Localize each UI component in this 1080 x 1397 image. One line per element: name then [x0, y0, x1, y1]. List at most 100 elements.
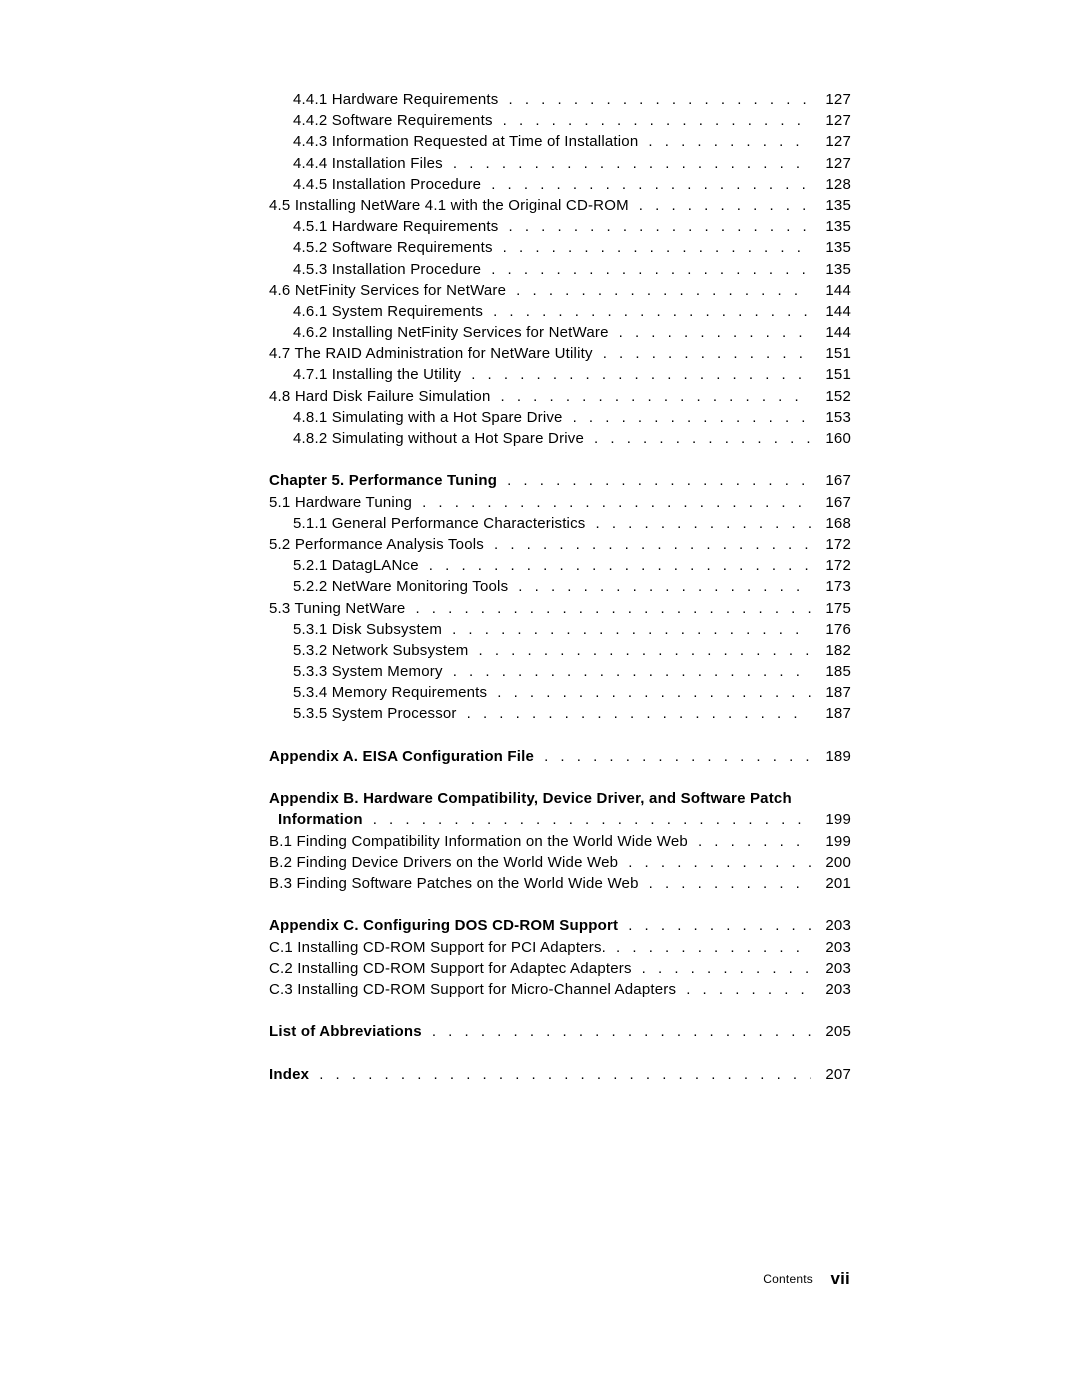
toc-label: List of Abbreviations	[269, 1024, 422, 1039]
toc-page-number: 144	[817, 304, 851, 319]
toc-line: C.3 Installing CD-ROM Support for Micro-…	[269, 982, 851, 1003]
footer-page-number: vii	[830, 1269, 850, 1288]
toc-line: 4.6 NetFinity Services for NetWare144	[269, 283, 851, 304]
toc-page-number: 205	[817, 1024, 851, 1039]
toc-line: 5.3.2 Network Subsystem 182	[269, 643, 851, 664]
footer-label: Contents	[763, 1272, 813, 1286]
toc-dot-leader	[503, 113, 811, 128]
toc-line: 4.5.2 Software Requirements135	[269, 240, 851, 261]
toc-page-number: 144	[817, 325, 851, 340]
toc-dot-leader	[479, 643, 811, 658]
toc-blank-line	[269, 452, 851, 473]
toc-page-number: 167	[817, 495, 851, 510]
toc-page-number: 200	[817, 855, 851, 870]
toc-label: 4.8.1 Simulating with a Hot Spare Drive	[269, 410, 563, 425]
toc-page-number: 152	[817, 389, 851, 404]
toc-label: Appendix B. Hardware Compatibility, Devi…	[269, 791, 792, 806]
toc-line: Appendix A. EISA Configuration File 189	[269, 749, 851, 770]
toc-label: 5.3.1 Disk Subsystem	[269, 622, 442, 637]
toc-page-number: 151	[817, 346, 851, 361]
toc-page-number: 182	[817, 643, 851, 658]
toc-label: Chapter 5. Performance Tuning	[269, 473, 497, 488]
toc-page-number: 127	[817, 113, 851, 128]
toc-line: 4.4.3 Information Requested at Time of I…	[269, 134, 851, 155]
toc-dot-leader	[509, 219, 812, 234]
toc-page-number: 203	[817, 961, 851, 976]
toc-page-number: 175	[817, 601, 851, 616]
toc-line: 4.7.1 Installing the Utility 151	[269, 367, 851, 388]
toc-line: 5.3 Tuning NetWare175	[269, 601, 851, 622]
toc-dot-leader	[639, 198, 811, 213]
toc-page-number: 203	[817, 918, 851, 933]
toc-label: 5.1 Hardware Tuning	[269, 495, 412, 510]
toc-dot-leader	[491, 177, 811, 192]
toc-page-number: 187	[817, 685, 851, 700]
toc-page-number: 135	[817, 262, 851, 277]
toc-page-number: 151	[817, 367, 851, 382]
toc-dot-leader	[453, 156, 811, 171]
toc-dot-leader	[491, 262, 811, 277]
toc-page-number: 168	[817, 516, 851, 531]
toc-dot-leader	[594, 431, 811, 446]
toc-page-number: 176	[817, 622, 851, 637]
toc-label: 4.4.3 Information Requested at Time of I…	[269, 134, 638, 149]
toc-label: C.1 Installing CD-ROM Support for PCI Ad…	[269, 940, 606, 955]
toc-line: B.1 Finding Compatibility Information on…	[269, 834, 851, 855]
toc-line: Appendix C. Configuring DOS CD-ROM Suppo…	[269, 918, 851, 939]
toc-dot-leader	[616, 940, 811, 955]
toc-label: 4.4.1 Hardware Requirements	[269, 92, 499, 107]
toc-blank-line	[269, 728, 851, 749]
toc-line: 4.6.1 System Requirements144	[269, 304, 851, 325]
toc-line: 4.8 Hard Disk Failure Simulation 152	[269, 389, 851, 410]
toc-label: 4.5 Installing NetWare 4.1 with the Orig…	[269, 198, 629, 213]
toc-blank-line	[269, 1045, 851, 1066]
toc-label: 4.7.1 Installing the Utility	[269, 367, 461, 382]
toc-dot-leader	[494, 537, 811, 552]
toc-blank-line	[269, 770, 851, 791]
toc-page-number: 201	[817, 876, 851, 891]
toc-page-number: 144	[817, 283, 851, 298]
toc-label: 5.1.1 General Performance Characteristic…	[269, 516, 586, 531]
toc-line: Information199	[269, 812, 851, 833]
toc-line: 5.2.1 DatagLANce172	[269, 558, 851, 579]
toc-dot-leader	[648, 134, 811, 149]
toc-line: 4.5.1 Hardware Requirements135	[269, 219, 851, 240]
toc-label: 4.8 Hard Disk Failure Simulation	[269, 389, 490, 404]
toc-line: 4.8.2 Simulating without a Hot Spare Dri…	[269, 431, 851, 452]
toc-dot-leader	[497, 685, 811, 700]
toc-line: 5.1 Hardware Tuning 167	[269, 495, 851, 516]
toc-dot-leader	[319, 1067, 811, 1082]
toc-label: 4.6.2 Installing NetFinity Services for …	[269, 325, 609, 340]
toc-line: C.1 Installing CD-ROM Support for PCI Ad…	[269, 940, 851, 961]
toc-page-number: 207	[817, 1067, 851, 1082]
toc-page-number: 189	[817, 749, 851, 764]
toc-line: 4.5 Installing NetWare 4.1 with the Orig…	[269, 198, 851, 219]
toc-label: C.2 Installing CD-ROM Support for Adapte…	[269, 961, 632, 976]
toc-dot-leader	[649, 876, 811, 891]
toc-page-number: 172	[817, 558, 851, 573]
toc-line: 5.2 Performance Analysis Tools172	[269, 537, 851, 558]
toc-label: Appendix A. EISA Configuration File	[269, 749, 534, 764]
page-footer: Contents vii	[763, 1269, 850, 1289]
table-of-contents: 4.4.1 Hardware Requirements1274.4.2 Soft…	[269, 92, 851, 1088]
toc-label: 5.2.2 NetWare Monitoring Tools	[269, 579, 508, 594]
toc-line: C.2 Installing CD-ROM Support for Adapte…	[269, 961, 851, 982]
toc-dot-leader	[698, 834, 811, 849]
toc-dot-leader	[642, 961, 811, 976]
toc-line: 4.4.5 Installation Procedure128	[269, 177, 851, 198]
toc-page-number: 160	[817, 431, 851, 446]
toc-label: 4.4.2 Software Requirements	[269, 113, 493, 128]
toc-label: 5.3.2 Network Subsystem	[269, 643, 469, 658]
toc-line: Appendix B. Hardware Compatibility, Devi…	[269, 791, 851, 812]
toc-line: 5.3.3 System Memory185	[269, 664, 851, 685]
toc-dot-leader	[493, 304, 811, 319]
toc-dot-leader	[573, 410, 811, 425]
toc-dot-leader	[429, 558, 811, 573]
toc-label: Information	[269, 812, 363, 827]
toc-dot-leader	[544, 749, 811, 764]
toc-line: 4.4.1 Hardware Requirements127	[269, 92, 851, 113]
toc-line: 4.5.3 Installation Procedure135	[269, 262, 851, 283]
toc-label: Appendix C. Configuring DOS CD-ROM Suppo…	[269, 918, 618, 933]
toc-dot-leader	[452, 622, 811, 637]
toc-dot-leader	[686, 982, 811, 997]
